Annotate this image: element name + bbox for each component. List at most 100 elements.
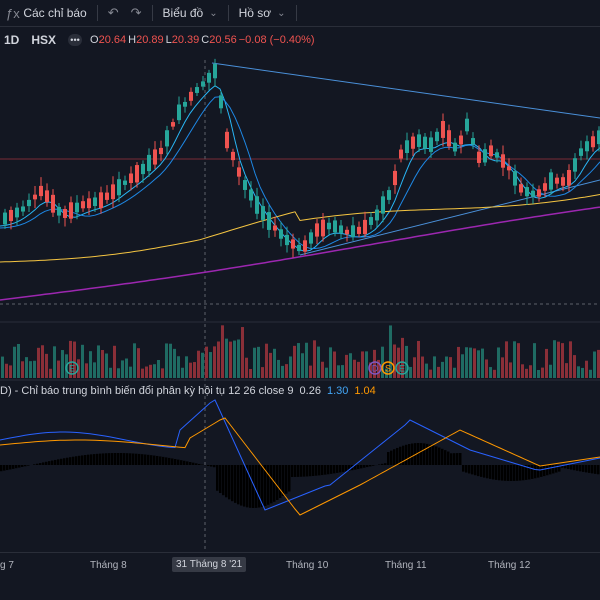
macd-histogram-bar: [372, 465, 375, 466]
volume-bar: [493, 369, 496, 378]
price-candle: [171, 122, 175, 127]
macd-histogram-bar: [3, 465, 6, 471]
volume-bar: [237, 339, 240, 378]
indicators-label: Các chỉ báo: [23, 6, 87, 20]
macd-histogram-bar: [285, 465, 288, 494]
macd-histogram-bar: [240, 465, 243, 506]
macd-histogram-bar: [195, 463, 198, 465]
macd-histogram-bar: [330, 465, 333, 474]
price-candle: [225, 131, 229, 149]
macd-value: 0.26: [299, 385, 321, 397]
macd-histogram-bar: [528, 465, 531, 480]
macd-histogram-bar: [282, 465, 285, 496]
time-axis[interactable]: g 7 Tháng 8 31 Tháng 8 '21 Tháng 10 Thán…: [0, 552, 600, 577]
macd-histogram-bar: [468, 465, 471, 474]
price-candle: [285, 234, 289, 246]
macd-histogram-bar: [573, 465, 576, 471]
macd-histogram-bar: [462, 465, 465, 472]
macd-histogram-bar: [18, 465, 21, 468]
macd-histogram-bar: [378, 464, 381, 465]
price-candle: [3, 212, 7, 225]
close-label: C: [201, 34, 210, 46]
macd-histogram-bar: [486, 465, 489, 479]
undo-icon[interactable]: ↶: [107, 5, 119, 20]
macd-histogram-bar: [78, 455, 81, 465]
volume-bar: [469, 347, 472, 378]
macd-histogram-bar: [75, 456, 78, 465]
macd-histogram-bar: [258, 465, 261, 508]
volume-bar: [29, 361, 32, 378]
volume-bar: [521, 364, 524, 378]
macd-histogram-bar: [465, 465, 468, 473]
macd-histogram-bar: [417, 443, 420, 465]
volume-bar: [45, 353, 48, 378]
macd-histogram-bar: [180, 460, 183, 465]
macd-histogram-bar: [132, 453, 135, 465]
macd-histogram-bar: [39, 463, 42, 465]
macd-histogram-bar: [345, 465, 348, 472]
time-axis-label: Tháng 11: [385, 560, 427, 571]
volume-bar: [485, 359, 488, 378]
macd-histogram-bar: [63, 458, 66, 465]
macd-histogram-bar: [489, 465, 492, 479]
volume-bar: [297, 343, 300, 378]
price-candle: [363, 219, 367, 235]
macd-histogram-bar: [129, 453, 132, 465]
indicators-button[interactable]: ƒx Các chỉ báo: [0, 0, 93, 26]
price-candle: [423, 136, 427, 149]
volume-bar: [225, 338, 228, 378]
macd-histogram-bar: [453, 453, 456, 465]
macd-histogram-bar: [558, 465, 561, 472]
macd-histogram-bar: [480, 465, 483, 477]
macd-histogram-bar: [84, 455, 87, 465]
redo-icon[interactable]: ↷: [130, 5, 142, 20]
macd-histogram-bar: [348, 465, 351, 471]
open-value: 20.64: [98, 34, 127, 46]
macd-histogram-bar: [231, 465, 234, 502]
macd-histogram-bar: [567, 465, 570, 469]
price-candle: [33, 194, 37, 200]
macd-title[interactable]: D) - Chỉ báo trung bình biến đổi phân kỳ…: [0, 385, 294, 397]
price-candle: [501, 154, 505, 168]
macd-histogram-bar: [531, 465, 534, 479]
macd-histogram-bar: [216, 465, 219, 491]
price-candle: [63, 209, 67, 218]
macd-histogram-bar: [402, 445, 405, 465]
price-candle: [153, 149, 157, 165]
macd-histogram-bar: [498, 465, 501, 481]
volume-bar: [97, 345, 100, 378]
price-candle: [255, 196, 259, 214]
macd-histogram-bar: [96, 453, 99, 465]
volume-bar: [449, 357, 452, 378]
open-label: O: [90, 34, 99, 46]
profile-dropdown[interactable]: Hồ sơ ⌄: [233, 0, 292, 26]
macd-histogram-bar: [315, 465, 318, 476]
price-candle: [99, 192, 103, 209]
volume-bar: [257, 346, 260, 378]
price-candle: [507, 166, 511, 171]
volume-bar: [193, 362, 196, 378]
price-candle: [537, 189, 541, 197]
volume-bar: [285, 364, 288, 378]
macd-histogram-bar: [69, 457, 72, 465]
volume-bar: [321, 361, 324, 378]
macd-histogram-bar: [438, 447, 441, 465]
price-candle: [447, 130, 451, 147]
volume-bar: [21, 361, 24, 378]
price-candle: [495, 152, 499, 158]
interval-label[interactable]: 1D: [4, 33, 20, 47]
volume-bar: [53, 346, 56, 378]
macd-histogram-bar: [441, 448, 444, 465]
volume-bar: [317, 346, 320, 378]
macd-line: [0, 399, 600, 511]
low-value: 20.39: [171, 34, 200, 46]
collapse-icon[interactable]: •••: [68, 34, 83, 46]
volume-bar: [509, 362, 512, 378]
macd-histogram-bar: [363, 465, 366, 468]
volume-bar: [401, 337, 404, 378]
chart-type-dropdown[interactable]: Biểu đồ ⌄: [157, 0, 224, 26]
toolbar-divider: [96, 5, 98, 21]
volume-bar: [441, 361, 444, 378]
volume-bar: [137, 348, 140, 378]
